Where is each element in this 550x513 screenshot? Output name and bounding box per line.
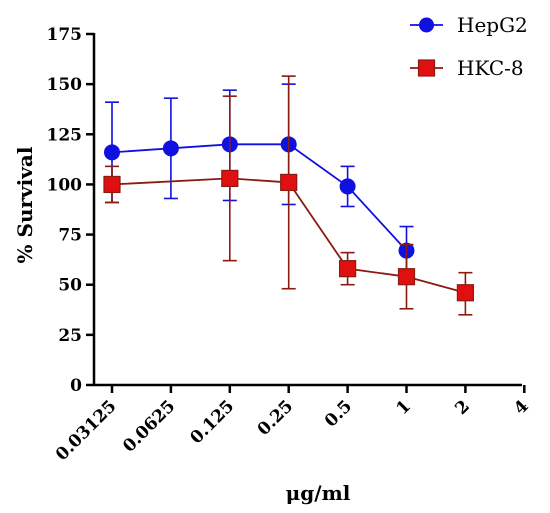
data-point bbox=[162, 140, 179, 157]
legend: HepG2 HKC-8 bbox=[410, 13, 528, 80]
x-tick-label: 1 bbox=[393, 396, 416, 419]
data-point bbox=[104, 144, 120, 161]
axes bbox=[92, 33, 522, 387]
x-tick-label: 0.25 bbox=[254, 396, 297, 439]
series-layer bbox=[103, 75, 474, 316]
legend-swatch-marker bbox=[417, 59, 436, 77]
legend-label: HepG2 bbox=[457, 13, 528, 37]
y-axis-title: % Survival bbox=[13, 146, 37, 263]
x-axis-title: μg/ml bbox=[286, 481, 351, 505]
series-line bbox=[111, 177, 466, 294]
y-axis-ticks: 0 25 50 75 100 125 150 175 bbox=[47, 25, 94, 396]
x-tick-label: 2 bbox=[451, 396, 474, 419]
y-tick-label: 125 bbox=[47, 125, 83, 145]
legend-item-hkc-8: HKC-8 bbox=[410, 56, 524, 80]
data-point bbox=[280, 173, 298, 192]
series-line bbox=[111, 143, 408, 252]
y-tick-label: 50 bbox=[58, 276, 82, 296]
x-tick-label: 4 bbox=[510, 396, 533, 419]
x-tick-label: 0.125 bbox=[187, 396, 239, 448]
legend-label: HKC-8 bbox=[457, 56, 524, 80]
y-tick-label: 100 bbox=[47, 175, 83, 195]
y-tick-label: 75 bbox=[58, 226, 82, 246]
series-hkc-8 bbox=[103, 75, 474, 316]
data-point bbox=[339, 260, 357, 278]
x-tick-label: 0.03125 bbox=[52, 396, 121, 465]
data-point bbox=[339, 178, 356, 195]
legend-item-hepg2: HepG2 bbox=[410, 13, 528, 37]
data-point bbox=[397, 268, 416, 286]
data-point bbox=[103, 175, 121, 194]
y-tick-label: 0 bbox=[70, 376, 82, 396]
data-point bbox=[456, 284, 474, 302]
series-hepg2 bbox=[104, 83, 415, 276]
y-tick-label: 25 bbox=[58, 326, 82, 346]
y-tick-label: 175 bbox=[47, 25, 83, 45]
legend-swatch-marker bbox=[419, 17, 434, 33]
x-tick-label: 0.5 bbox=[321, 396, 356, 431]
data-point bbox=[221, 169, 239, 188]
x-tick-label: 0.0625 bbox=[119, 396, 179, 456]
y-tick-label: 150 bbox=[47, 75, 83, 95]
